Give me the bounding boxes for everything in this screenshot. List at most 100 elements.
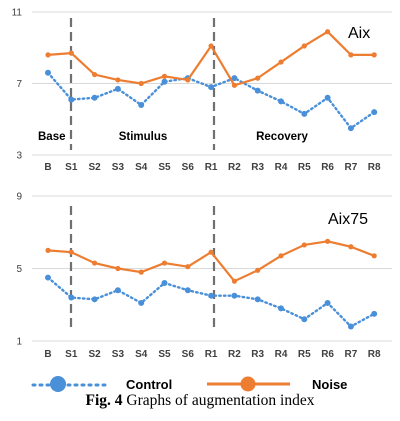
aix75-y-tick-label: 5 (16, 264, 22, 275)
aix-control-series-point (114, 85, 121, 92)
aix-phase-label: Recovery (256, 131, 308, 143)
aix-control-series-point (254, 87, 261, 94)
aix-control-series-point (231, 75, 238, 82)
aix75-noise-series-line (46, 240, 376, 283)
aix75-noise-series-point (255, 267, 261, 273)
aix-noise-series-point (185, 77, 191, 83)
aix75-x-tick-label: B (44, 349, 51, 360)
aix-x-tick-label: R2 (228, 162, 241, 173)
aix-chart-title: Aix (348, 25, 370, 42)
aix-control-series-point (347, 125, 354, 132)
aix-noise-series-point (348, 52, 354, 58)
aix75-control-series-point (161, 280, 168, 286)
aix-noise-series-point (68, 50, 74, 56)
aix75-noise-series-point (68, 249, 74, 255)
figure-caption: Fig. 4 Graphs of augmentation index (0, 392, 400, 410)
aix75-x-tick-label: S2 (88, 349, 101, 360)
aix-noise-series-point (138, 80, 144, 87)
aix75-control-series-point (347, 323, 354, 330)
aix-phase-label: Base (38, 131, 66, 143)
aix-noise-series-point (231, 82, 237, 88)
aix-x-tick-label: B (44, 162, 51, 173)
aix75-control-series-point (301, 316, 308, 323)
legend-control-label: Control (126, 377, 172, 392)
aix-control-series-point (278, 98, 284, 105)
aix75-control-series-point (208, 292, 215, 299)
aix75-control-series-point (45, 274, 51, 281)
aix75-control-series-point (371, 310, 378, 317)
aix75-x-tick-label: R5 (298, 349, 311, 360)
aix-x-tick-label: R4 (275, 162, 288, 173)
legend: Control Noise (31, 376, 347, 392)
aix-noise-series-point (92, 71, 98, 78)
aix75-noise-series-point (371, 253, 377, 259)
aix75-noise-series-point (231, 278, 237, 284)
aix-noise-series-point (45, 52, 51, 58)
aix75-noise-series-point (348, 244, 354, 250)
legend-noise-marker (240, 376, 256, 392)
legend-control-marker (50, 376, 66, 392)
aix-control-series-line (46, 71, 376, 130)
figure-caption-label: Fig. 4 (85, 392, 123, 409)
aix75-control-series-point (91, 296, 98, 303)
aix75-x-tick-label: R1 (205, 349, 218, 360)
aix-x-tick-label: S1 (65, 162, 78, 173)
aix-x-tick-label: R7 (345, 162, 358, 173)
aix75-control-series-point (254, 296, 261, 303)
aix75-x-tick-label: R6 (321, 349, 334, 360)
aix-noise-series-point (208, 43, 214, 49)
aix-x-tick-label: S5 (158, 162, 171, 173)
aix75-control-series-point (231, 292, 238, 299)
aix75-control-series-point (278, 305, 284, 312)
aix75-noise-series-point (301, 242, 307, 248)
aix75-x-tick-label: R3 (251, 349, 264, 360)
aix-noise-series-point (371, 52, 377, 58)
aix75-control-series-point (114, 287, 121, 294)
aix75-noise-series-point (115, 265, 121, 272)
aix75-x-tick-label: S4 (135, 349, 148, 360)
aix-noise-series-point (278, 59, 284, 65)
aix-control-series-point (208, 84, 215, 91)
aix-x-tick-label: R1 (205, 162, 218, 173)
aix75-x-tick-label: R7 (345, 349, 358, 360)
aix-control-series-point (138, 101, 145, 108)
aix-control-series-point (324, 94, 331, 101)
aix-x-tick-label: R3 (251, 162, 264, 173)
aix-control-series-point (68, 96, 75, 103)
aix-x-tick-label: S2 (88, 162, 101, 173)
aix-y-tick-label: 11 (12, 8, 23, 19)
aix-y-tick-label: 3 (16, 151, 22, 162)
aix-noise-series-line (46, 30, 376, 87)
aix75-control-series-point (184, 287, 191, 294)
aix75-control-series-point (68, 294, 75, 301)
aix75-x-tick-label: R2 (228, 349, 241, 360)
aix75-chart: 1 5 9 Aix75 B S1 S2 S3 S4 S5 S6 R1 R2 R3 R4 R5 R6 R7 R8 (16, 192, 392, 360)
aix-noise-series-point (115, 77, 121, 83)
aix75-noise-series-point (208, 249, 214, 255)
aix-x-tick-label: R8 (368, 162, 381, 173)
aix-x-tick-label: S6 (182, 162, 195, 173)
aix-noise-series-point (255, 75, 261, 81)
aix75-x-tick-label: R8 (368, 349, 381, 360)
aix75-control-series-point (138, 299, 145, 306)
aix75-x-tick-label: S3 (112, 349, 125, 360)
aix75-chart-title: Aix75 (328, 211, 368, 228)
aix-x-tick-label: R6 (321, 162, 334, 173)
aix75-x-tick-label: R4 (275, 349, 288, 360)
aix-control-series-point (301, 110, 308, 117)
aix75-y-tick-label: 9 (16, 192, 22, 203)
aix-x-tick-label: R5 (298, 162, 311, 173)
aix-phase-label: Stimulus (119, 131, 168, 143)
aix-chart: 3 7 11 Aix Base Stimulus Recovery B S1 S2 S3 S4 S5 S6… (12, 8, 392, 173)
aix75-control-series-point (324, 299, 331, 306)
aix75-noise-series-point (45, 247, 51, 253)
aix75-noise-series-point (325, 238, 331, 244)
aix-noise-series-point (161, 73, 168, 79)
aix-control-series-point (91, 94, 98, 101)
aix-y-tick-label: 7 (16, 79, 22, 90)
aix-x-tick-label: S3 (112, 162, 125, 173)
aix75-noise-series-point (92, 260, 98, 266)
aix75-noise-series-point (278, 253, 284, 259)
aix75-noise-series-point (161, 260, 168, 266)
